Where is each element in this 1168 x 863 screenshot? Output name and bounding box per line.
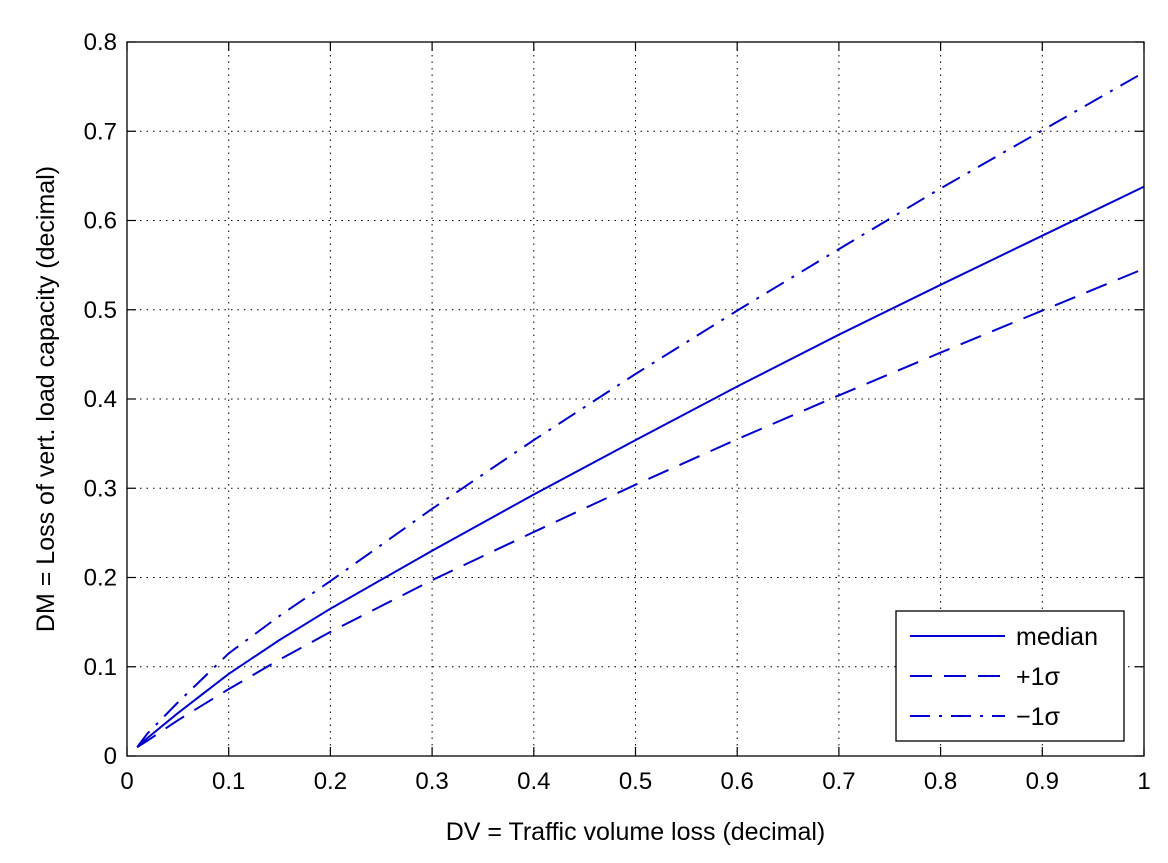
series-line [136, 185, 1145, 748]
y-tick-label: 0.1 [84, 654, 117, 681]
legend-label: +1σ [1016, 663, 1061, 691]
y-tick-label: 0.4 [84, 386, 117, 413]
x-tick-label: 0.1 [212, 768, 245, 795]
legend-box [895, 610, 1125, 742]
y-tick-label: 0.3 [84, 475, 117, 502]
x-tick-label: 0 [120, 768, 133, 795]
x-tick-label: 0.5 [619, 768, 652, 795]
legend-items: median +1σ −1σ [910, 623, 1098, 731]
y-tick-label: 0.8 [84, 29, 117, 56]
tick-labels: 0 0.1 0.2 0.3 0.4 0.5 0.6 0.7 0.8 0.9 1 0 0.1 0.2 0.3 0… [84, 29, 1151, 795]
legend-label: median [1016, 623, 1098, 651]
y-tick-label: 0.6 [84, 208, 117, 235]
series-layer [136, 71, 1145, 748]
grid [127, 42, 1144, 756]
x-tick-label: 0.2 [314, 768, 347, 795]
x-axis-label: DV = Traffic volume loss (decimal) [446, 818, 826, 846]
x-tick-label: 0.8 [924, 768, 957, 795]
series-line [136, 71, 1145, 748]
ticks [126, 41, 1145, 757]
y-tick-label: 0.2 [84, 565, 117, 592]
y-tick-label: 0.7 [84, 118, 117, 145]
x-tick-label: 0.9 [1026, 768, 1059, 795]
legend-label: −1σ [1016, 703, 1061, 731]
series-line [136, 267, 1145, 748]
x-tick-label: 0.7 [822, 768, 855, 795]
x-tick-label: 1 [1137, 768, 1150, 795]
y-tick-label: 0 [104, 743, 117, 770]
y-axis-label: DM = Loss of vert. load capacity (decima… [32, 166, 60, 632]
legend: median +1σ −1σ [895, 610, 1125, 742]
x-tick-label: 0.4 [517, 768, 550, 795]
x-tick-label: 0.6 [721, 768, 754, 795]
x-tick-label: 0.3 [415, 768, 448, 795]
y-tick-label: 0.5 [84, 297, 117, 324]
